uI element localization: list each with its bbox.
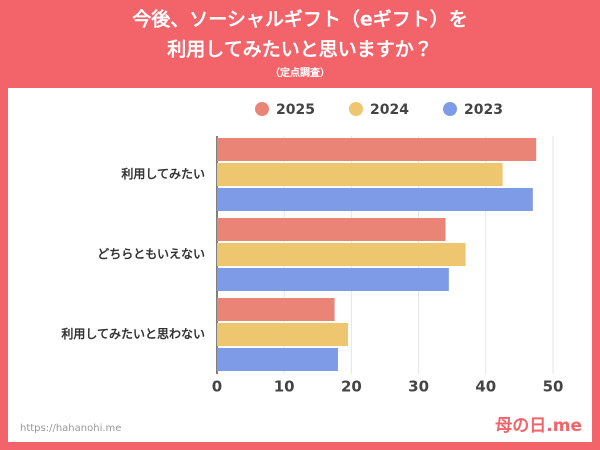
x-tick-label: 40 xyxy=(475,378,496,396)
legend-marker xyxy=(255,102,269,116)
bar xyxy=(217,163,503,186)
y-tick-label: どちらともいえない xyxy=(97,247,205,261)
x-tick-label: 20 xyxy=(341,378,362,396)
legend-label: 2024 xyxy=(370,102,409,118)
bar xyxy=(217,323,349,346)
chart-title: 利用してみたいと思いますか？ xyxy=(167,39,432,61)
bar xyxy=(217,138,537,161)
legend-marker xyxy=(443,102,457,116)
bar xyxy=(217,243,466,266)
footer-logo: 母の日.me xyxy=(495,416,582,436)
chart-title: 今後、ソーシャルギフト（eギフト）を xyxy=(132,8,468,31)
chart-subtitle: （定点調査） xyxy=(270,66,330,79)
footer-url: https://hahanohi.me xyxy=(20,423,121,434)
bar xyxy=(217,298,335,321)
bar xyxy=(217,218,446,241)
x-tick-label: 10 xyxy=(274,378,295,396)
x-tick-label: 30 xyxy=(408,378,429,396)
bar xyxy=(217,348,338,371)
x-tick-label: 0 xyxy=(212,378,222,396)
bar xyxy=(217,268,449,291)
y-tick-label: 利用してみたい xyxy=(121,166,205,181)
legend-marker xyxy=(349,102,363,116)
x-tick-label: 50 xyxy=(543,378,564,396)
legend-label: 2025 xyxy=(276,102,315,118)
bar xyxy=(217,188,533,211)
legend-label: 2023 xyxy=(464,102,503,118)
y-tick-label: 利用してみたいと思わない xyxy=(61,326,205,341)
